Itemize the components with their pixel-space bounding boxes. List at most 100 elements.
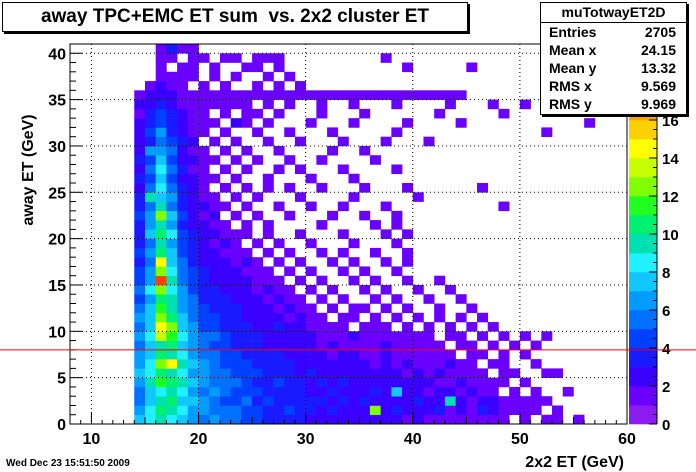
heatmap-cell — [155, 322, 167, 332]
heatmap-cell — [487, 359, 499, 369]
heatmap-cell — [166, 386, 178, 397]
heatmap-cell — [402, 331, 414, 341]
heatmap-cell — [294, 136, 306, 147]
heatmap-cell — [198, 145, 210, 156]
heatmap-cell — [198, 53, 210, 63]
color-scale-band — [629, 272, 657, 292]
heatmap-cell — [369, 349, 381, 360]
color-scale-band — [629, 329, 657, 349]
heatmap-cell — [327, 145, 339, 156]
heatmap-cell — [241, 312, 253, 323]
heatmap-cell — [584, 118, 596, 128]
heatmap-cell — [209, 340, 221, 351]
heatmap-cell — [305, 238, 317, 249]
heatmap-cell — [230, 136, 242, 147]
color-scale-label: 0 — [662, 417, 670, 434]
heatmap-cell — [284, 414, 296, 425]
heatmap-cell — [134, 247, 146, 258]
heatmap-cell — [434, 414, 446, 425]
heatmap-cell — [273, 340, 285, 351]
stats-row-mean-x: Mean x 24.15 — [541, 41, 686, 59]
heatmap-cell — [273, 359, 285, 369]
heatmap-cell — [423, 340, 435, 351]
heatmap-cell — [166, 81, 178, 91]
stats-value: 9.969 — [640, 96, 676, 112]
heatmap-cell — [423, 396, 435, 406]
heatmap-cell — [219, 294, 231, 304]
heatmap-cell — [273, 164, 285, 175]
heatmap-cell — [402, 359, 414, 369]
heatmap-cell — [219, 303, 231, 314]
heatmap-cell — [187, 266, 199, 277]
heatmap-cell — [455, 414, 467, 425]
heatmap-cell — [273, 368, 285, 378]
heatmap-cell — [144, 294, 156, 304]
heatmap-cell — [391, 127, 403, 137]
heatmap-cell — [348, 275, 360, 286]
heatmap-cell — [144, 377, 156, 388]
heatmap-cell — [155, 414, 167, 425]
heatmap-cell — [209, 62, 221, 73]
heatmap-cell — [134, 359, 146, 369]
heatmap-cell — [134, 127, 146, 137]
heatmap-cell — [466, 368, 478, 378]
heatmap-cell — [177, 44, 189, 54]
heatmap-cell — [359, 210, 371, 221]
heatmap-cell — [177, 220, 189, 230]
heatmap-cell — [348, 173, 360, 184]
heatmap-cell — [262, 99, 274, 110]
heatmap-cell — [337, 331, 349, 341]
heatmap-cell — [423, 414, 435, 425]
heatmap-cell — [198, 275, 210, 286]
heatmap-cell — [455, 294, 467, 304]
heatmap-cell — [412, 349, 424, 360]
heatmap-cell — [519, 377, 531, 388]
heatmap-cell — [262, 183, 274, 193]
heatmap-cell — [380, 136, 392, 147]
heatmap-cell — [273, 414, 285, 425]
heatmap-cell — [455, 396, 467, 406]
heatmap-cell — [166, 322, 178, 332]
heatmap-cell — [348, 90, 360, 100]
heatmap-cell — [166, 183, 178, 193]
heatmap-cell — [369, 414, 381, 425]
heatmap-cell — [412, 377, 424, 388]
heatmap-cell — [144, 312, 156, 323]
heatmap-cell — [187, 386, 199, 397]
heatmap-cell — [230, 312, 242, 323]
heatmap-cell — [380, 386, 392, 397]
heatmap-cell — [155, 349, 167, 360]
heatmap-cell — [423, 359, 435, 369]
heatmap-cell — [359, 386, 371, 397]
heatmap-cell — [337, 396, 349, 406]
heatmap-cell — [337, 359, 349, 369]
heatmap-cell — [477, 331, 489, 341]
heatmap-cell — [209, 414, 221, 425]
heatmap-cell — [198, 229, 210, 239]
heatmap-cell — [209, 201, 221, 212]
heatmap-cell — [337, 340, 349, 351]
heatmap-cell — [284, 396, 296, 406]
heatmap-cell — [305, 266, 317, 277]
heatmap-cell — [241, 145, 253, 156]
heatmap-cell — [155, 368, 167, 378]
heatmap-cell — [177, 108, 189, 119]
heatmap-cell — [209, 257, 221, 267]
heatmap-cell — [402, 386, 414, 397]
heatmap-cell — [434, 312, 446, 323]
heatmap-cell — [144, 331, 156, 341]
heatmap-cell — [402, 62, 414, 73]
heatmap-cell — [241, 99, 253, 110]
heatmap-cell — [444, 386, 456, 397]
heatmap-cell — [144, 210, 156, 221]
heatmap-cell — [284, 405, 296, 416]
heatmap-cell — [423, 386, 435, 397]
heatmap-cell — [327, 414, 339, 425]
heatmap-cell — [187, 312, 199, 323]
heatmap-cell — [166, 294, 178, 304]
heatmap-cell — [187, 90, 199, 100]
heatmap-cell — [337, 414, 349, 425]
heatmap-cell — [187, 257, 199, 267]
heatmap-cell — [187, 284, 199, 295]
heatmap-cell — [369, 220, 381, 230]
